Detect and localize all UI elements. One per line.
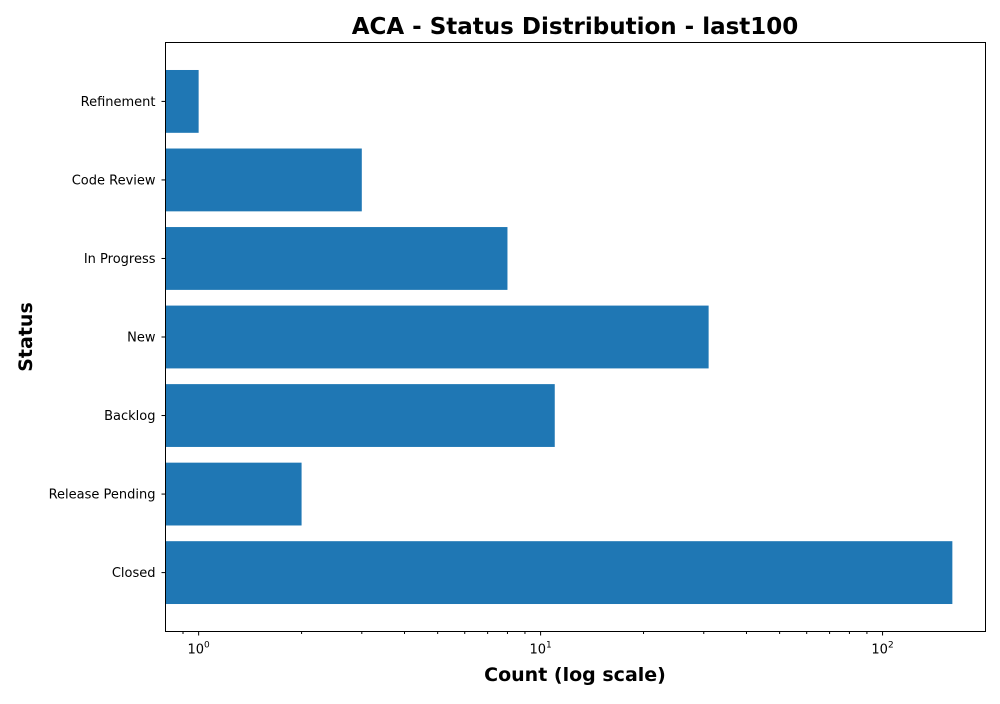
bar-refinement [165,69,199,133]
plot-frame [165,42,986,632]
bar-new [165,305,709,369]
x-axis-label: Count (log scale) [484,664,666,686]
bars-layer [165,69,953,605]
x-ticks-layer: 100 101 102 [182,631,894,658]
y-ticks-layer: Refinement Code Review In Progress New Backl… [49,95,166,581]
y-tick-label: New [127,331,156,346]
x-tick-label: 101 [529,641,551,658]
x-tick-label: 102 [871,641,893,658]
bar-backlog [165,384,555,447]
y-tick-label: Backlog [104,409,155,424]
bar-closed [165,541,953,605]
y-tick-label: Refinement [81,95,156,110]
x-tick-label: 100 [187,641,210,658]
bar-release-pending [165,462,302,526]
bar-in-progress [165,227,508,290]
y-tick-label: In Progress [84,252,156,267]
y-tick-label: Closed [112,566,156,581]
y-tick-label: Release Pending [49,488,156,503]
bar-code-review [165,148,362,212]
y-tick-label: Code Review [72,173,156,188]
chart-title: ACA - Status Distribution - last100 [352,14,799,40]
y-axis-label: Status [15,302,37,372]
